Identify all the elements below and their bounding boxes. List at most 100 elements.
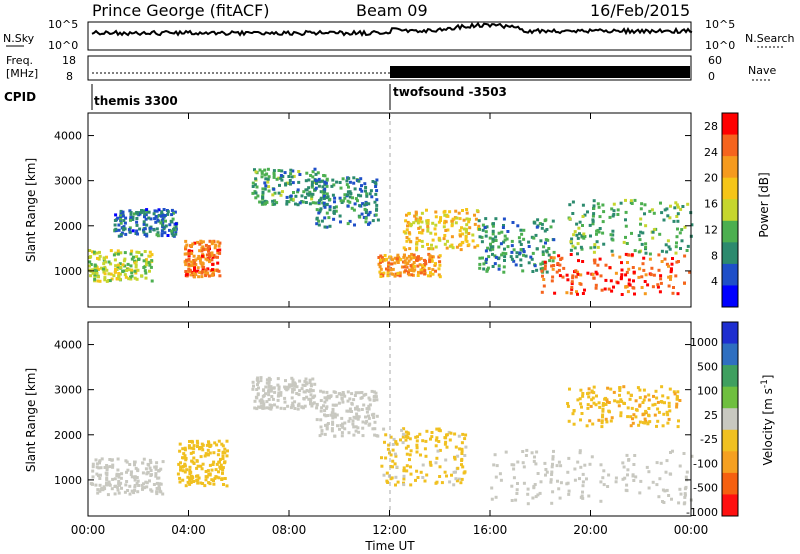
heatmap-cell xyxy=(601,220,605,224)
heatmap-cell xyxy=(196,445,199,448)
heatmap-cell xyxy=(627,458,631,461)
heatmap-cell xyxy=(680,239,684,243)
heatmap-cell xyxy=(327,396,331,400)
heatmap-cell xyxy=(192,462,196,465)
freq-label: Freq. xyxy=(6,54,33,67)
heatmap-cell xyxy=(382,427,386,431)
heatmap-cell xyxy=(296,190,300,194)
heatmap-cell xyxy=(143,215,146,219)
heatmap-cell xyxy=(183,448,187,452)
heatmap-cell xyxy=(601,403,605,407)
heatmap-cell xyxy=(105,468,109,472)
heatmap-cell xyxy=(100,457,104,461)
heatmap-cell xyxy=(360,391,364,394)
heatmap-cell xyxy=(298,379,302,383)
heatmap-cell xyxy=(359,177,363,181)
heatmap-cell xyxy=(345,409,349,413)
heatmap-cell xyxy=(576,242,580,246)
heatmap-cell xyxy=(118,262,122,266)
heatmap-cell xyxy=(188,470,192,474)
heatmap-cell xyxy=(128,226,132,230)
heatmap-cell xyxy=(192,456,196,460)
y-tick-label: 2000 xyxy=(54,220,82,233)
heatmap-cell xyxy=(644,242,648,246)
heatmap-cell xyxy=(323,187,327,191)
heatmap-cell xyxy=(307,178,311,182)
heatmap-cell xyxy=(408,437,412,441)
heatmap-cell xyxy=(379,254,383,258)
heatmap-cell xyxy=(420,211,424,215)
heatmap-cell xyxy=(419,470,423,474)
heatmap-cell xyxy=(431,238,435,242)
heatmap-cell xyxy=(464,238,468,242)
heatmap-cell xyxy=(437,440,441,443)
heatmap-cell xyxy=(424,454,428,458)
heatmap-cell xyxy=(631,286,635,290)
heatmap-cell xyxy=(626,415,630,419)
heatmap-cell xyxy=(578,220,582,224)
heatmap-cell xyxy=(665,250,669,254)
cpid-mode-1: themis 3300 xyxy=(94,94,178,108)
heatmap-cell xyxy=(215,443,219,447)
heatmap-cell xyxy=(389,465,393,468)
heatmap-cell xyxy=(207,252,211,256)
heatmap-cell xyxy=(265,406,269,410)
beam-title: Beam 09 xyxy=(356,1,428,20)
heatmap-cell xyxy=(656,407,660,411)
heatmap-cell xyxy=(207,440,210,444)
heatmap-cell xyxy=(686,202,690,206)
heatmap-cell xyxy=(637,250,641,254)
nsky-label: N.Sky xyxy=(3,32,35,45)
heatmap-cell xyxy=(223,451,227,455)
heatmap-cell xyxy=(159,467,163,471)
heatmap-cell xyxy=(279,393,283,397)
heatmap-cell xyxy=(152,212,156,216)
heatmap-cell xyxy=(117,491,121,495)
heatmap-cell xyxy=(325,211,329,215)
heatmap-cell xyxy=(480,240,484,244)
heatmap-cell xyxy=(318,208,322,212)
heatmap-cell xyxy=(368,210,372,214)
heatmap-cell xyxy=(208,463,212,467)
heatmap-cell xyxy=(604,417,608,421)
heatmap-cell xyxy=(123,273,127,277)
heatmap-cell xyxy=(598,215,602,219)
heatmap-cell xyxy=(301,200,305,204)
heatmap-cell xyxy=(142,228,145,232)
heatmap-cell xyxy=(550,473,554,476)
x-tick-label: 04:00 xyxy=(171,523,206,537)
heatmap-cell xyxy=(134,263,138,267)
heatmap-cell xyxy=(346,390,350,394)
heatmap-cell xyxy=(412,261,416,264)
heatmap-cell xyxy=(117,275,121,278)
heatmap-cell xyxy=(543,229,547,233)
heatmap-cell xyxy=(597,418,601,422)
heatmap-cell xyxy=(461,465,465,469)
heatmap-cell xyxy=(351,422,355,426)
heatmap-cell xyxy=(540,290,544,294)
heatmap-cell xyxy=(434,245,438,249)
heatmap-cell xyxy=(489,245,493,249)
heatmap-cell xyxy=(648,252,652,256)
heatmap-cell xyxy=(341,391,345,394)
heatmap-cell xyxy=(129,216,133,220)
heatmap-cell xyxy=(455,245,459,249)
heatmap-cell xyxy=(445,445,449,449)
heatmap-cell xyxy=(414,435,418,439)
heatmap-cell xyxy=(331,407,335,411)
heatmap-cell xyxy=(324,414,328,418)
heatmap-cell xyxy=(294,194,298,198)
heatmap-cell xyxy=(582,232,586,236)
heatmap-cell xyxy=(597,205,601,209)
heatmap-cell xyxy=(637,423,641,427)
heatmap-cell xyxy=(460,452,464,455)
heatmap-cell xyxy=(100,486,104,490)
heatmap-cell xyxy=(200,270,204,274)
heatmap-cell xyxy=(136,490,140,494)
heatmap-cell xyxy=(113,492,117,496)
heatmap-cell xyxy=(609,233,613,237)
heatmap-cell xyxy=(634,399,638,403)
heatmap-cell xyxy=(105,268,109,272)
heatmap-cell xyxy=(550,501,554,505)
heatmap-cell xyxy=(515,488,519,492)
